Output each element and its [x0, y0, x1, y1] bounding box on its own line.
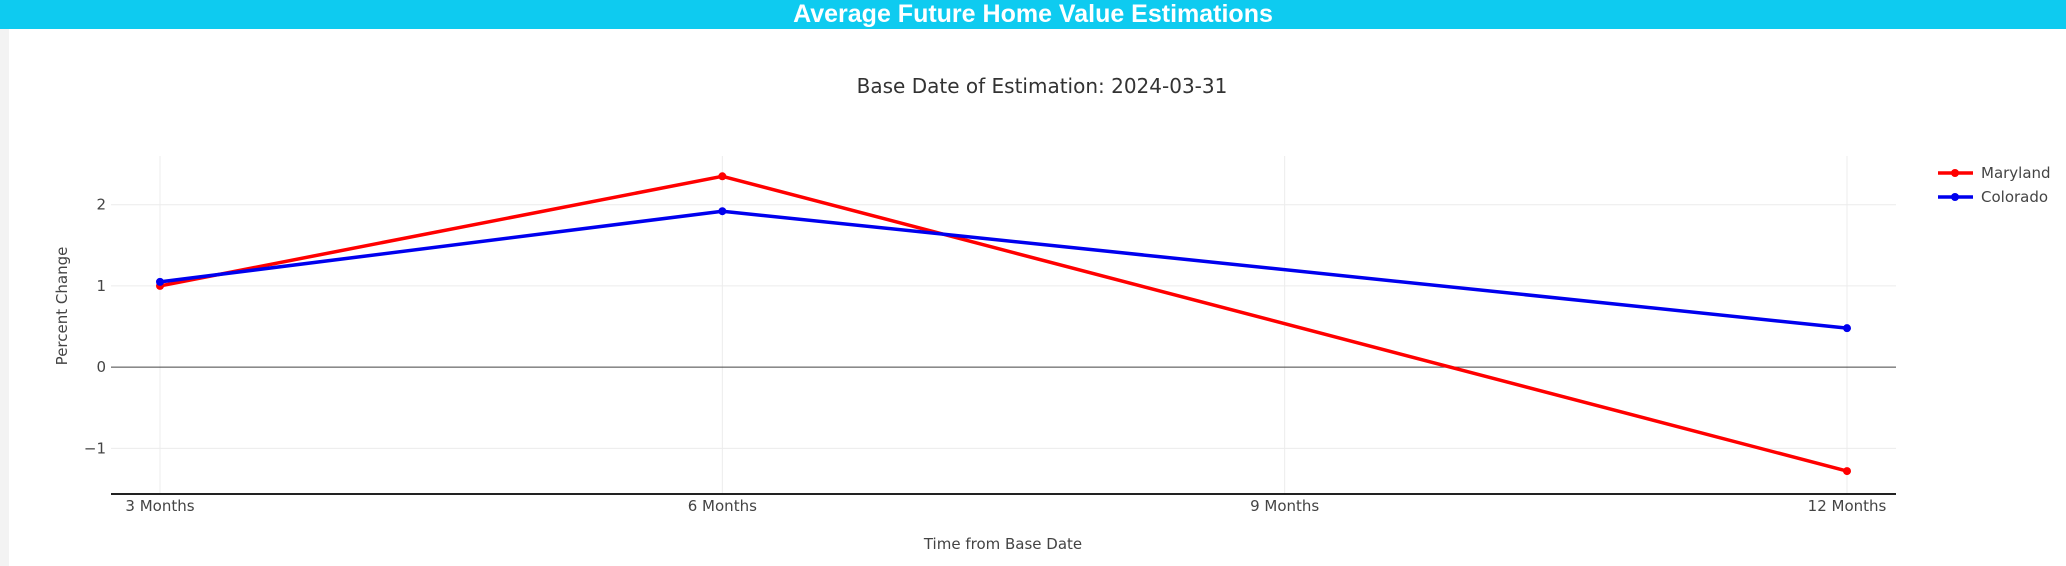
- y-axis-title: Percent Change: [53, 247, 71, 366]
- series-lines: [159, 174, 1848, 473]
- y-tick-label: 1: [96, 277, 106, 295]
- series-points: [156, 172, 1851, 476]
- header-bar: Average Future Home Value Estimations: [0, 0, 2066, 29]
- chart-title: Base Date of Estimation: 2024-03-31: [857, 74, 1228, 98]
- tick-labels: 3 Months 6 Months 9 Months 12 Months 2 1 0 −1: [84, 196, 1887, 515]
- line-chart: Base Date of Estimation: 2024-03-31 3 Mo…: [53, 74, 2051, 553]
- legend-marker-colorado: [1951, 193, 1959, 201]
- x-tick-label: 9 Months: [1250, 497, 1319, 515]
- legend-marker-maryland: [1951, 169, 1959, 177]
- x-tick-label: 3 Months: [125, 497, 194, 515]
- axes: [111, 366, 1896, 495]
- series-line-colorado: [159, 209, 1848, 330]
- data-point-maryland: [718, 172, 727, 181]
- x-tick-label: 6 Months: [688, 497, 757, 515]
- x-tick-label: 12 Months: [1808, 497, 1887, 515]
- data-point-colorado: [156, 277, 164, 286]
- data-point-colorado: [718, 207, 727, 216]
- data-point-maryland: [1843, 467, 1851, 476]
- y-tick-label: 2: [96, 196, 106, 214]
- legend: Maryland Colorado: [1938, 164, 2051, 206]
- left-margin-strip: [0, 29, 9, 566]
- data-point-colorado: [1843, 324, 1851, 333]
- legend-label-colorado: Colorado: [1981, 188, 2048, 206]
- series-line-maryland: [159, 174, 1848, 473]
- x-axis-title: Time from Base Date: [923, 535, 1082, 553]
- y-tick-label: 0: [96, 358, 106, 376]
- y-tick-label: −1: [84, 439, 106, 457]
- grid-lines: [111, 156, 1896, 493]
- legend-label-maryland: Maryland: [1981, 164, 2051, 182]
- page-title: Average Future Home Value Estimations: [793, 0, 1273, 28]
